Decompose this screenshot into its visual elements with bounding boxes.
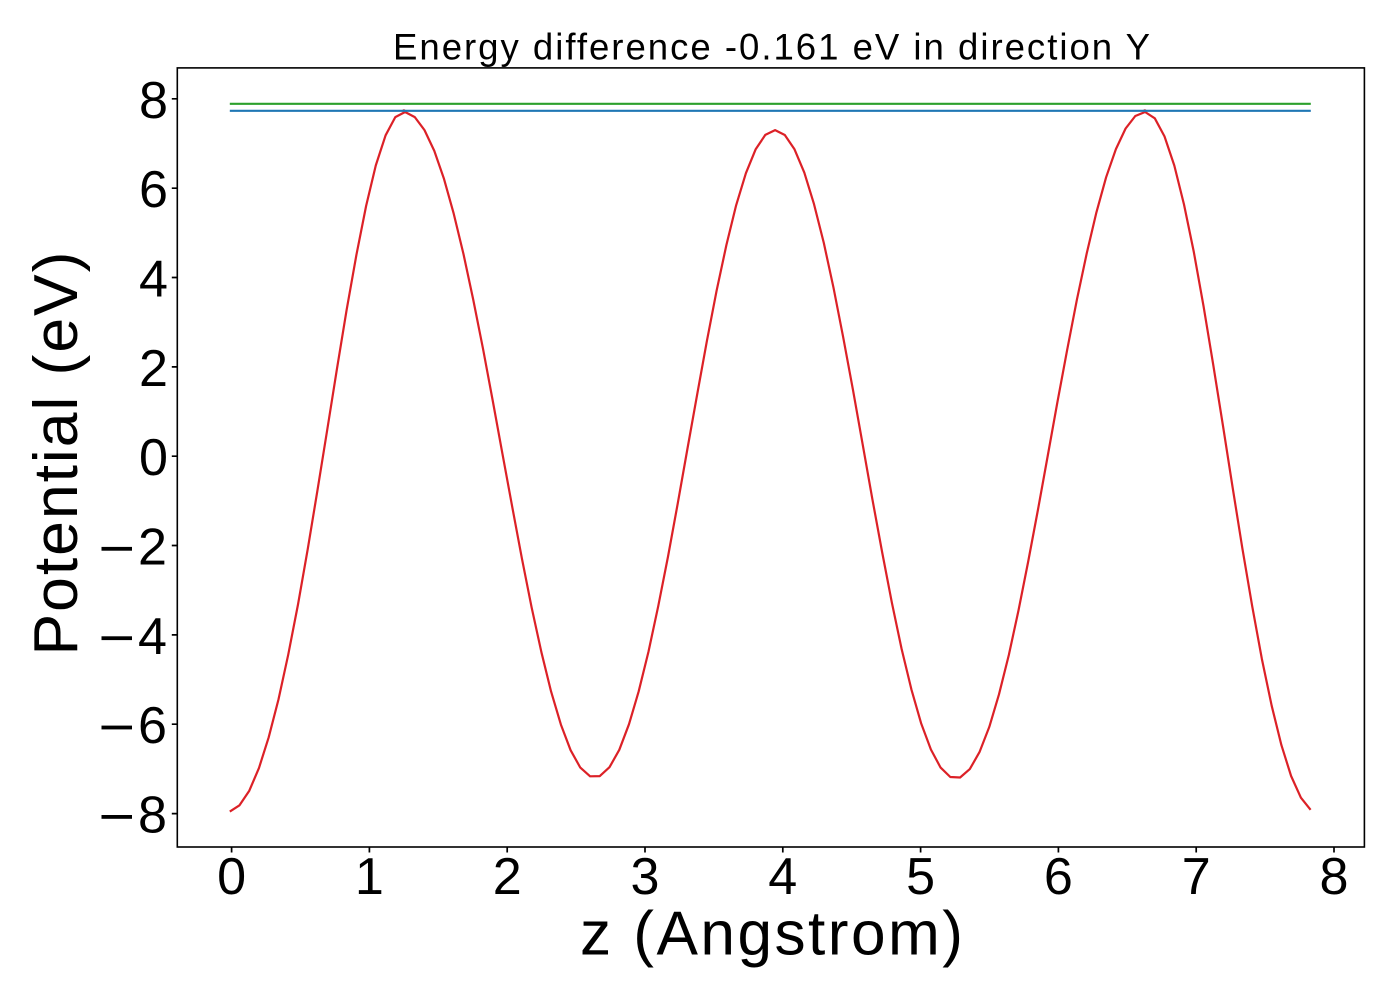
svg-text:3: 3 (631, 848, 660, 906)
svg-text:2: 2 (493, 848, 522, 906)
svg-text:0: 0 (217, 848, 246, 906)
svg-text:4: 4 (138, 608, 167, 666)
svg-text:6: 6 (138, 697, 167, 755)
svg-text:Potential (eV): Potential (eV) (21, 252, 91, 656)
svg-text:8: 8 (138, 787, 167, 845)
svg-text:2: 2 (138, 519, 167, 577)
svg-text:1: 1 (355, 848, 384, 906)
svg-text:0: 0 (139, 429, 168, 487)
svg-text:7: 7 (1182, 848, 1211, 906)
svg-text:4: 4 (139, 251, 168, 309)
svg-text:2: 2 (139, 340, 168, 398)
svg-text:5: 5 (906, 848, 935, 906)
svg-text:6: 6 (1044, 848, 1073, 906)
svg-text:8: 8 (1320, 848, 1349, 906)
svg-text:6: 6 (139, 161, 168, 219)
svg-text:z (Angstrom): z (Angstrom) (580, 900, 963, 969)
svg-text:8: 8 (139, 72, 168, 130)
svg-text:Energy difference -0.161 eV in: Energy difference -0.161 eV in direction… (393, 27, 1150, 68)
svg-text:4: 4 (768, 848, 797, 906)
